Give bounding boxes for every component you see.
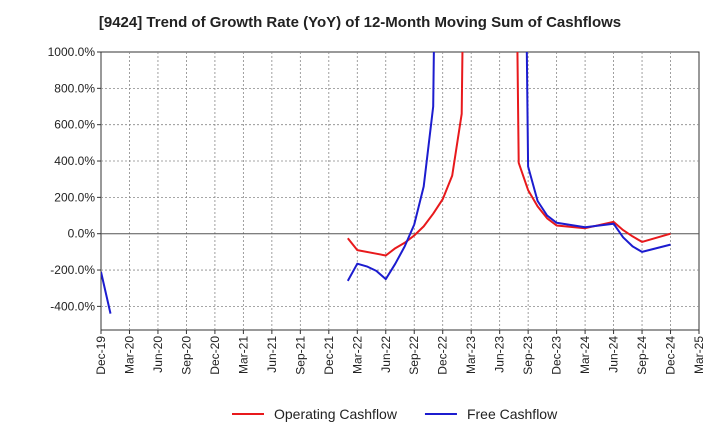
- x-tick-label: Mar-25: [692, 336, 706, 374]
- y-axis: 1000.0% 800.0% 600.0% 400.0% 200.0% 0.0% -200.…: [48, 45, 101, 313]
- x-axis: Dec-19 Mar-20 Jun-20 Sep-20 Dec-20 Mar-21 Jun-…: [94, 330, 706, 375]
- x-tick-label: Dec-21: [322, 336, 336, 375]
- x-tick-label: Dec-20: [208, 336, 222, 375]
- x-tick-label: Dec-19: [94, 336, 108, 375]
- x-tick-label: Dec-22: [436, 336, 450, 375]
- legend: Operating Cashflow Free Cashflow: [232, 406, 558, 422]
- x-tick-label: Sep-22: [407, 336, 421, 375]
- x-tick-label: Mar-23: [464, 336, 478, 374]
- y-tick-label: 400.0%: [54, 154, 95, 168]
- grid: [101, 52, 699, 330]
- y-tick-label: 800.0%: [54, 81, 95, 95]
- x-tick-label: Sep-23: [521, 336, 535, 375]
- x-tick-label: Sep-24: [635, 336, 649, 375]
- x-tick-label: Dec-24: [664, 336, 678, 375]
- y-tick-label: 600.0%: [54, 118, 95, 132]
- y-tick-label: -400.0%: [50, 299, 95, 313]
- legend-label: Operating Cashflow: [274, 406, 398, 422]
- y-tick-label: 0.0%: [68, 227, 96, 241]
- x-tick-label: Mar-21: [236, 336, 250, 374]
- x-tick-label: Jun-22: [379, 336, 393, 373]
- x-tick-label: Jun-20: [151, 336, 165, 373]
- x-tick-label: Mar-20: [122, 336, 136, 374]
- x-tick-label: Jun-23: [493, 336, 507, 373]
- legend-label: Free Cashflow: [467, 406, 558, 422]
- x-tick-label: Mar-24: [578, 336, 592, 374]
- chart-title: [9424] Trend of Growth Rate (YoY) of 12-…: [98, 14, 622, 31]
- y-tick-label: 1000.0%: [48, 45, 96, 59]
- x-tick-label: Sep-21: [293, 336, 307, 375]
- plot-area: [100, 51, 700, 331]
- x-tick-label: Mar-22: [350, 336, 364, 374]
- x-tick-label: Jun-21: [265, 336, 279, 373]
- series-line: [346, 52, 671, 282]
- series-line: [101, 271, 112, 314]
- x-tick-label: Jun-24: [607, 336, 621, 373]
- y-tick-label: 200.0%: [54, 190, 95, 204]
- x-tick-label: Dec-23: [550, 336, 564, 375]
- series-lines: [101, 52, 671, 314]
- x-tick-label: Sep-20: [179, 336, 193, 375]
- y-tick-label: -200.0%: [50, 263, 95, 277]
- series-line: [347, 52, 671, 257]
